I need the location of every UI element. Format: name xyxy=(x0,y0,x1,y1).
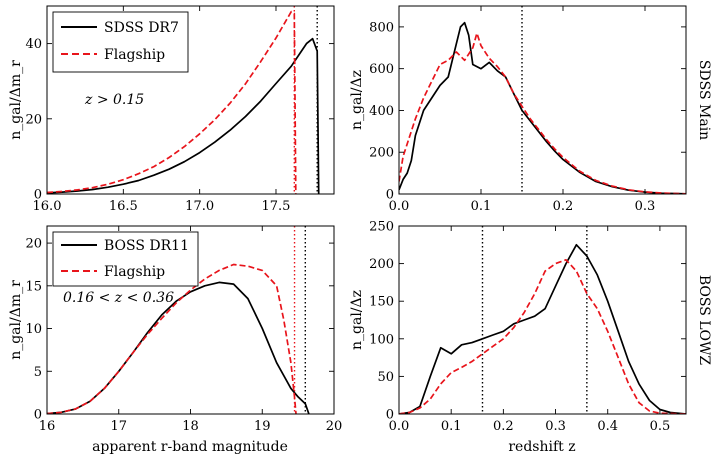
panel-boss-redshift: 0.0 0.1 0.2 0.3 0.4 0.5 0 50 100 150 200 250 n_gal/… xyxy=(349,220,712,456)
y-axis-label: n_gal/Δz xyxy=(349,290,365,350)
x-tick-label: 0.1 xyxy=(441,419,462,434)
y-tick-label: 15 xyxy=(25,279,42,294)
y-tick-label: 250 xyxy=(369,220,394,235)
y-tick-label: 200 xyxy=(369,257,394,272)
x-tick-label: 16 xyxy=(39,419,56,434)
y-tick-label: 800 xyxy=(369,20,394,35)
y-tick-label: 100 xyxy=(369,332,394,347)
axes-frame xyxy=(398,5,687,195)
x-tick-label: 18 xyxy=(182,419,199,434)
y-tick-label: 200 xyxy=(369,146,394,161)
y-tick-label: 400 xyxy=(369,104,394,119)
x-tick-label: 0.4 xyxy=(597,419,618,434)
x-tick-label: 17.0 xyxy=(185,199,214,214)
y-axis-label: n_gal/Δm_r xyxy=(8,60,24,140)
x-axis-label: apparent r-band magnitude xyxy=(92,439,288,455)
x-tick-label: 0.3 xyxy=(635,199,656,214)
series-line-flagship xyxy=(399,32,686,194)
panel-boss-magnitude: 16 17 18 19 20 0 5 10 15 20 BOSS DR11 Flagship 0.… xyxy=(8,225,343,455)
annotation: 0.16 < z < 0.36 xyxy=(63,290,174,306)
x-tick-label: 16.5 xyxy=(109,199,138,214)
x-tick-label: 16.0 xyxy=(33,199,62,214)
legend-label-boss: BOSS DR11 xyxy=(104,238,189,254)
x-tick-label: 0.0 xyxy=(389,419,410,434)
y-tick-label: 50 xyxy=(377,370,394,385)
y-tick-label: 600 xyxy=(369,62,394,77)
series-line-flagship xyxy=(47,10,297,194)
x-tick-label: 0.2 xyxy=(493,419,514,434)
y-tick-label: 0 xyxy=(386,408,394,423)
x-axis-label: redshift z xyxy=(508,439,575,455)
x-tick-label: 0.2 xyxy=(553,199,574,214)
legend-label-flagship: Flagship xyxy=(104,47,165,63)
x-tick-label: 20 xyxy=(326,419,343,434)
x-tick-label: 0.5 xyxy=(650,419,671,434)
y-tick-label: 0 xyxy=(386,188,394,203)
series-line-survey xyxy=(399,21,686,194)
x-tick-label: 17 xyxy=(110,419,127,434)
series-line-survey xyxy=(47,37,320,194)
y-axis-label: n_gal/Δz xyxy=(349,70,365,130)
row-label-boss-lowz: BOSS LOWZ xyxy=(696,275,712,366)
x-tick-label: 17.5 xyxy=(262,199,291,214)
axes-frame xyxy=(398,225,687,415)
legend: SDSS DR7 Flagship xyxy=(52,11,189,73)
legend-label-sdss: SDSS DR7 xyxy=(104,20,179,36)
x-tick-label: 0.3 xyxy=(545,419,566,434)
series-line-survey xyxy=(47,281,310,414)
series-line-flagship xyxy=(399,258,686,414)
x-tick-label: 0.0 xyxy=(389,199,410,214)
series-line-flagship xyxy=(47,263,297,414)
axes-frame xyxy=(46,5,335,195)
y-tick-label: 5 xyxy=(34,365,42,380)
y-tick-label: 0 xyxy=(34,188,42,203)
y-tick-label: 20 xyxy=(25,237,42,252)
y-tick-label: 0 xyxy=(34,408,42,423)
y-tick-label: 20 xyxy=(25,112,42,127)
legend-label-flagship: Flagship xyxy=(104,264,165,280)
panel-sdss-redshift: 0.0 0.1 0.2 0.3 0 200 400 600 800 n_gal/Δz SDSS … xyxy=(349,5,712,214)
x-tick-label: 19 xyxy=(254,419,271,434)
y-tick-label: 150 xyxy=(369,295,394,310)
legend: BOSS DR11 Flagship xyxy=(52,231,199,287)
annotation: z > 0.15 xyxy=(84,92,144,108)
row-label-sdss-main: SDSS Main xyxy=(696,60,712,140)
x-tick-label: 0.1 xyxy=(471,199,492,214)
y-tick-label: 40 xyxy=(25,37,42,52)
series-line-survey xyxy=(399,243,686,414)
y-axis-label: n_gal/Δm_r xyxy=(8,280,24,360)
y-tick-label: 10 xyxy=(25,322,42,337)
